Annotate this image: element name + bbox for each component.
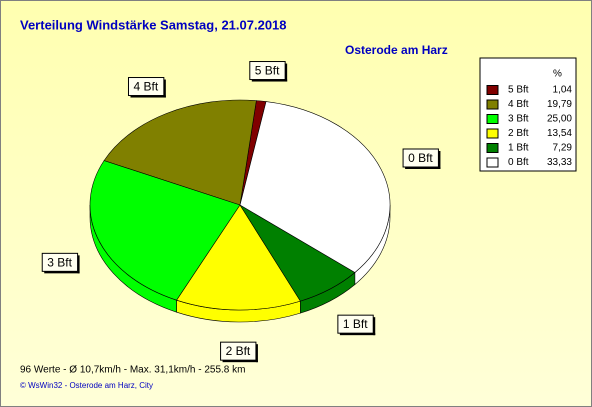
legend-value: 25,00 (547, 114, 572, 125)
slice-label: 3 Bft (41, 252, 80, 274)
legend-label: 5 Bft (508, 85, 529, 96)
label-shadow (438, 150, 441, 169)
legend-swatch (486, 85, 499, 95)
label-shadow (405, 166, 441, 169)
legend-swatch (486, 114, 499, 124)
legend-label: 3 Bft (508, 114, 529, 125)
slice-label: 2 Bft (220, 341, 258, 363)
pie-slice (176, 204, 301, 311)
label-shadow (130, 95, 166, 98)
footer-note: 96 Werte - Ø 10,7km/h - Max. 31,1km/h - … (20, 365, 245, 376)
legend-value: 7,29 (553, 143, 573, 154)
legend-value: 33,33 (547, 157, 572, 168)
label-shadow (163, 79, 166, 98)
slice-label: 4 Bft (127, 77, 166, 98)
copyright: © WsWin32 - Osterode am Harz, City (20, 381, 153, 390)
label-shadow (77, 255, 80, 274)
label-shadow (251, 79, 288, 82)
legend-swatch (486, 157, 499, 168)
slice-label-text: 5 Bft (255, 64, 280, 78)
label-shadow (222, 360, 258, 363)
label-shadow (373, 317, 376, 336)
chart-subtitle: Osterode am Harz (345, 43, 448, 57)
slice-label: 0 Bft (402, 148, 441, 169)
legend-swatch (486, 143, 499, 153)
label-shadow (255, 344, 258, 363)
label-shadow (44, 271, 80, 274)
legend-label: 2 Bft (508, 128, 529, 139)
pie-slice (103, 99, 257, 206)
legend-value: 19,79 (547, 99, 572, 110)
legend-label: 4 Bft (508, 99, 529, 110)
legend-swatch (486, 128, 499, 139)
legend-value: 13,54 (547, 128, 572, 139)
legend-label: 1 Bft (508, 143, 529, 154)
legend-value: 1,04 (553, 85, 573, 96)
slice-label-text: 4 Bft (133, 80, 158, 94)
legend-label: 0 Bft (508, 157, 529, 168)
pie-slice (89, 160, 241, 301)
legend-swatch (486, 99, 499, 110)
legend-header: % (553, 69, 562, 80)
pie-slice (239, 101, 391, 273)
label-shadow (339, 333, 376, 336)
slice-label-text: 0 Bft (408, 151, 433, 165)
label-shadow (285, 63, 288, 82)
chart-title: Verteilung Windstärke Samstag, 21.07.201… (20, 17, 287, 32)
slice-label-text: 3 Bft (47, 255, 72, 269)
slice-label-text: 1 Bft (343, 317, 368, 331)
slice-label-text: 2 Bft (226, 344, 251, 358)
slice-label: 1 Bft (337, 314, 376, 336)
slice-label: 5 Bft (249, 61, 288, 82)
